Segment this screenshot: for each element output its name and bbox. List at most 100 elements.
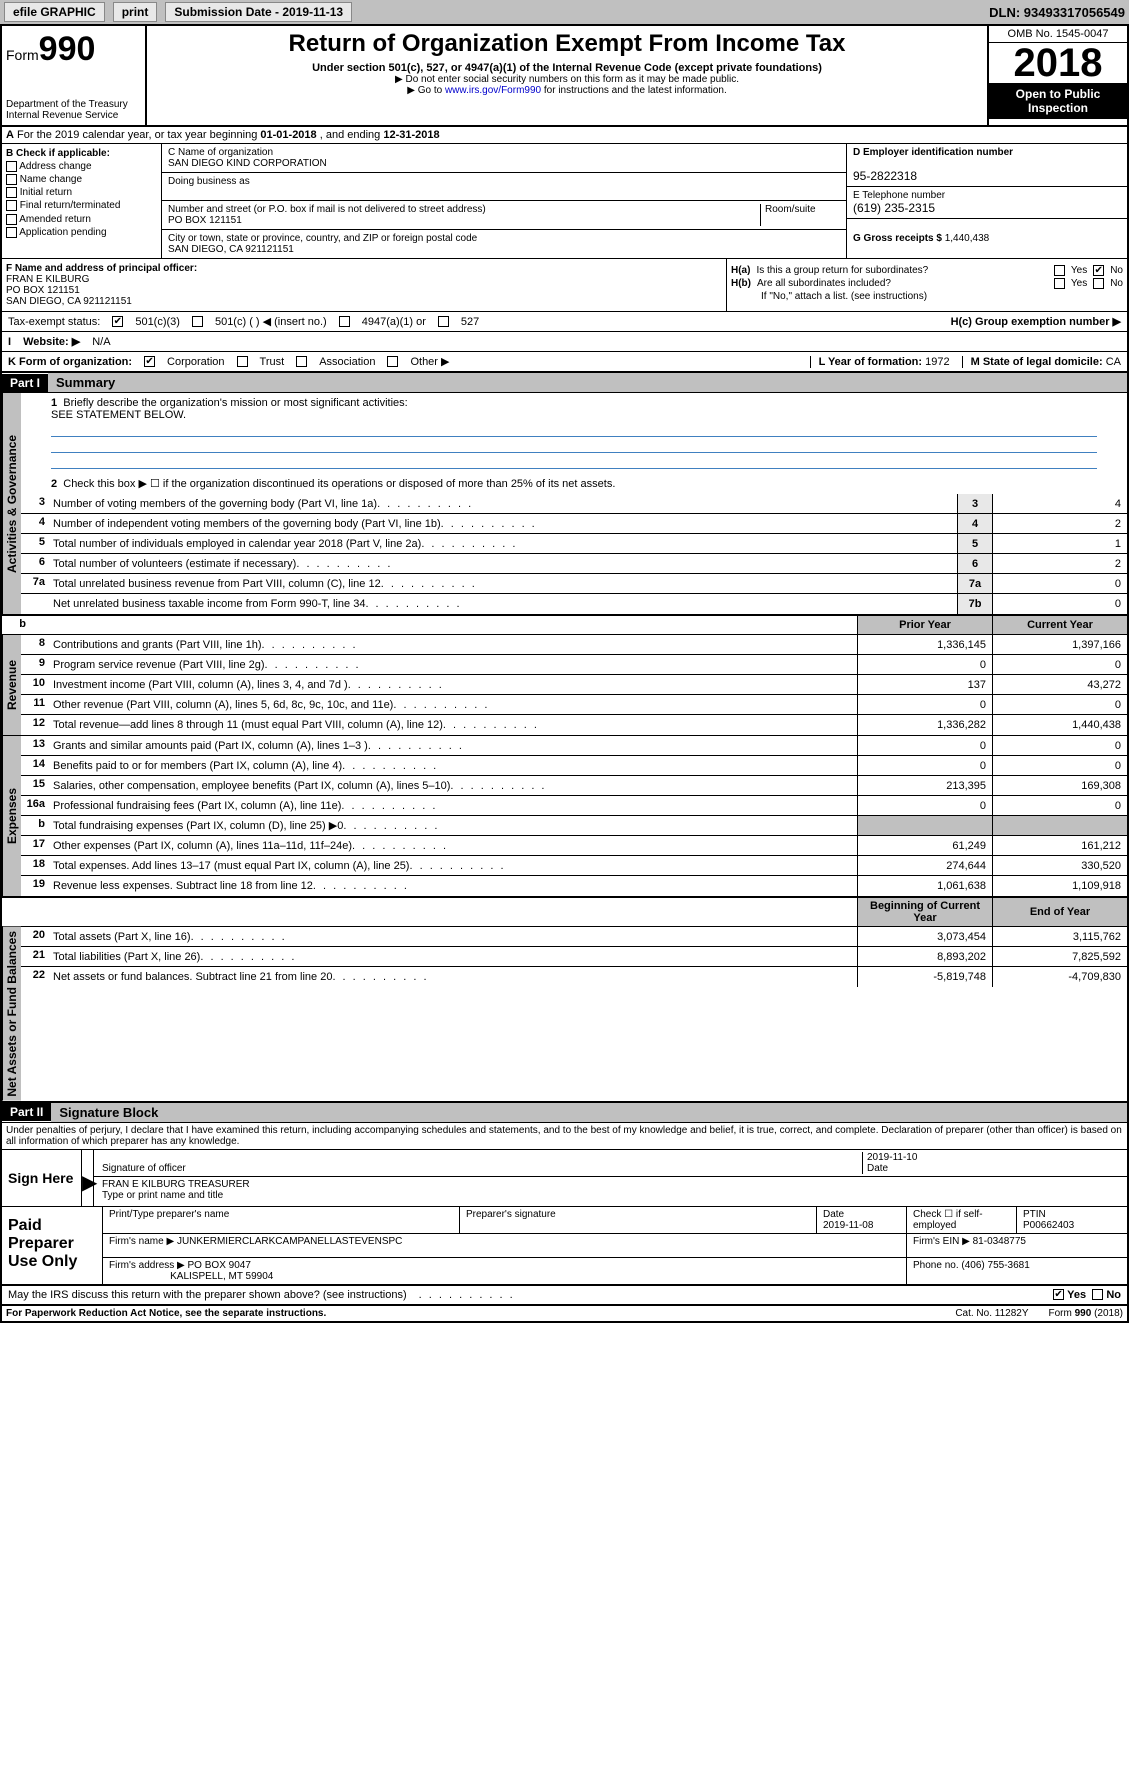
blank-line [51, 423, 1097, 437]
section-revenue: Revenue 8 Contributions and grants (Part… [2, 635, 1127, 736]
hb-no[interactable] [1093, 278, 1104, 289]
hdr-current: Current Year [992, 616, 1127, 634]
row-label: Total number of individuals employed in … [49, 534, 957, 553]
row-a-tax-year: A For the 2019 calendar year, or tax yea… [2, 127, 1127, 144]
prior-year-value: 1,061,638 [857, 876, 992, 896]
current-year-value: 161,212 [992, 836, 1127, 855]
row-num: 15 [21, 776, 49, 795]
current-year-value: 0 [992, 695, 1127, 714]
officer-addr1: PO BOX 121151 [6, 285, 80, 296]
firm-addr-label: Firm's address ▶ [109, 1260, 185, 1271]
check-other[interactable] [387, 356, 398, 367]
current-year-value: 7,825,592 [992, 947, 1127, 966]
row-label: Total unrelated business revenue from Pa… [49, 574, 957, 593]
hb-label: Are all subordinates included? [757, 278, 1048, 289]
check-initial-return[interactable]: Initial return [6, 187, 157, 198]
vtab-revenue: Revenue [2, 635, 21, 735]
irs-link[interactable]: www.irs.gov/Form990 [445, 85, 541, 96]
table-row: Net unrelated business taxable income fr… [21, 594, 1127, 614]
b-label [30, 616, 857, 634]
row-label: Other expenses (Part IX, column (A), lin… [49, 836, 857, 855]
ph1: Print/Type preparer's name [109, 1209, 229, 1220]
row-num: 17 [21, 836, 49, 855]
table-row: 15 Salaries, other compensation, employe… [21, 776, 1127, 796]
irs-yes[interactable] [1053, 1289, 1064, 1300]
efile-button[interactable]: efile GRAPHIC [4, 2, 105, 22]
row-label: Total liabilities (Part X, line 26) [49, 947, 857, 966]
form-title: Return of Organization Exempt From Incom… [151, 30, 983, 58]
row-num: 19 [21, 876, 49, 896]
firm-ein: 81-0348775 [973, 1236, 1026, 1247]
prep-date: 2019-11-08 [823, 1220, 873, 1231]
irs-discuss-label: May the IRS discuss this return with the… [8, 1289, 407, 1301]
check-address-change[interactable]: Address change [6, 161, 157, 172]
sig-name-label: Type or print name and title [102, 1190, 223, 1201]
b-label: B Check if applicable: [6, 148, 110, 159]
check-final-return[interactable]: Final return/terminated [6, 200, 157, 211]
firm-name: JUNKERMIERCLARKCAMPANELLASTEVENSPC [177, 1236, 402, 1247]
vtab-netassets: Net Assets or Fund Balances [2, 927, 21, 1101]
check-501c3[interactable] [112, 316, 123, 327]
current-year-value: 3,115,762 [992, 927, 1127, 946]
row-label: Contributions and grants (Part VIII, lin… [49, 635, 857, 654]
row-label: Total expenses. Add lines 13–17 (must eq… [49, 856, 857, 875]
row-value: 0 [992, 594, 1127, 614]
row-cell-num: 7b [957, 594, 992, 614]
current-year-value [992, 816, 1127, 835]
row-label: Number of independent voting members of … [49, 514, 957, 533]
check-corporation[interactable] [144, 356, 155, 367]
k-label: K Form of organization: [8, 356, 132, 368]
check-name-change[interactable]: Name change [6, 174, 157, 185]
current-year-value: -4,709,830 [992, 967, 1127, 987]
current-year-value: 330,520 [992, 856, 1127, 875]
row-num: 10 [21, 675, 49, 694]
submission-date-button[interactable]: Submission Date - 2019-11-13 [165, 2, 352, 22]
table-row: 20 Total assets (Part X, line 16) 3,073,… [21, 927, 1127, 947]
section-netassets: Net Assets or Fund Balances 20 Total ass… [2, 927, 1127, 1103]
prior-year-value: 0 [857, 756, 992, 775]
row-num: 11 [21, 695, 49, 714]
row-num: 7a [21, 574, 49, 593]
org-city: SAN DIEGO, CA 921121151 [168, 244, 294, 255]
check-amended-return[interactable]: Amended return [6, 214, 157, 225]
check-application-pending[interactable]: Application pending [6, 227, 157, 238]
c-name-label: C Name of organization [168, 147, 273, 158]
row-label: Benefits paid to or for members (Part IX… [49, 756, 857, 775]
check-501c[interactable] [192, 316, 203, 327]
prior-year-value: 0 [857, 655, 992, 674]
addr-label: Number and street (or P.O. box if mail i… [168, 204, 486, 215]
ha-yes[interactable] [1054, 265, 1065, 276]
table-row: 4 Number of independent voting members o… [21, 514, 1127, 534]
row-num: 18 [21, 856, 49, 875]
q1-label: Briefly describe the organization's miss… [63, 397, 407, 409]
row-num: 20 [21, 927, 49, 946]
check-association[interactable] [296, 356, 307, 367]
officer-name: FRAN E KILBURG [6, 274, 89, 285]
current-year-value: 0 [992, 655, 1127, 674]
prior-year-value: 0 [857, 736, 992, 755]
table-row: 7a Total unrelated business revenue from… [21, 574, 1127, 594]
firm-phone-label: Phone no. [913, 1260, 959, 1271]
row-label: Total fundraising expenses (Part IX, col… [49, 816, 857, 835]
table-row: 6 Total number of volunteers (estimate i… [21, 554, 1127, 574]
row-num: 16a [21, 796, 49, 815]
hb-note: If "No," attach a list. (see instruction… [731, 291, 1123, 302]
print-button[interactable]: print [113, 2, 158, 22]
hb-yes[interactable] [1054, 278, 1065, 289]
ha-no[interactable] [1093, 265, 1104, 276]
check-4947[interactable] [339, 316, 350, 327]
sign-here-label: Sign Here [2, 1150, 82, 1206]
ha-label: Is this a group return for subordinates? [756, 265, 1047, 276]
form-header: Form990 Department of the TreasuryIntern… [2, 26, 1127, 127]
irs-no[interactable] [1092, 1289, 1103, 1300]
row-label: Program service revenue (Part VIII, line… [49, 655, 857, 674]
current-year-value: 0 [992, 796, 1127, 815]
block-f-h: F Name and address of principal officer:… [2, 259, 1127, 312]
org-name: SAN DIEGO KIND CORPORATION [168, 158, 327, 169]
check-527[interactable] [438, 316, 449, 327]
row-label: Total assets (Part X, line 16) [49, 927, 857, 946]
check-trust[interactable] [237, 356, 248, 367]
row-label: Total revenue—add lines 8 through 11 (mu… [49, 715, 857, 735]
row-cell-num: 5 [957, 534, 992, 553]
prior-year-value: 1,336,145 [857, 635, 992, 654]
